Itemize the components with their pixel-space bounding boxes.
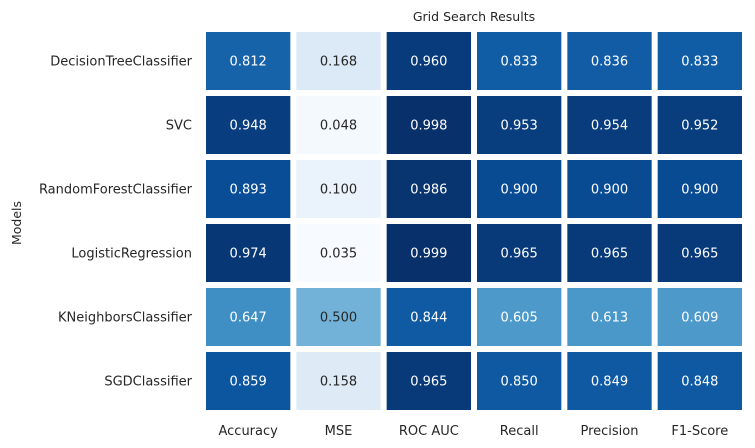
cell-value-label: 0.048	[320, 119, 357, 134]
heatmap-cell	[567, 352, 652, 410]
cell-value-label: 0.965	[591, 247, 628, 262]
heatmap-cell	[567, 96, 652, 154]
y-axis-label: Models	[9, 201, 24, 245]
cell-value-label: 0.850	[501, 375, 538, 390]
heatmap-cell	[386, 288, 471, 346]
cell-value-label: 0.954	[591, 119, 628, 134]
heatmap-cell	[567, 32, 652, 90]
cell-value-label: 0.965	[410, 375, 447, 390]
heatmap-cell	[567, 288, 652, 346]
cell-value-label: 0.849	[591, 375, 628, 390]
heatmap-cell	[386, 32, 471, 90]
heatmap-cell	[567, 224, 652, 282]
cell-value-label: 0.833	[501, 55, 538, 70]
cell-value-label: 0.605	[501, 311, 538, 326]
heatmap-cell	[386, 96, 471, 154]
column-tick-label: ROC AUC	[399, 424, 459, 439]
row-tick-label: KNeighborsClassifier	[58, 311, 193, 326]
heatmap-cell	[206, 160, 291, 218]
cell-value-label: 0.965	[681, 247, 718, 262]
cell-value-label: 0.900	[501, 183, 538, 198]
cell-value-label: 0.168	[320, 55, 357, 70]
cell-value-label: 0.833	[681, 55, 718, 70]
cell-value-label: 0.812	[230, 55, 267, 70]
heatmap-cell	[657, 96, 742, 154]
cell-value-label: 0.965	[501, 247, 538, 262]
cell-value-label: 0.859	[230, 375, 267, 390]
cell-value-label: 0.998	[410, 119, 447, 134]
heatmap-cell	[657, 224, 742, 282]
heatmap-cell	[477, 96, 562, 154]
row-tick-label: LogisticRegression	[71, 247, 192, 262]
heatmap-cell	[477, 352, 562, 410]
heatmap-cell	[657, 288, 742, 346]
cell-value-label: 0.953	[501, 119, 538, 134]
cell-value-label: 0.986	[410, 183, 447, 198]
heatmap-cell	[296, 160, 381, 218]
heatmap-cell	[296, 32, 381, 90]
cell-value-label: 0.900	[591, 183, 628, 198]
heatmap-cell	[386, 352, 471, 410]
column-labels: Accuracy MSE ROC AUC Recall Precision F1-Scor…	[218, 424, 728, 439]
cell-value-label: 0.999	[410, 247, 447, 262]
column-tick-label: Precision	[580, 424, 638, 439]
cell-value-label: 0.100	[320, 183, 357, 198]
row-labels: DecisionTreeClassifier SVC RandomForestCla…	[39, 55, 193, 390]
heatmap-cell	[206, 224, 291, 282]
heatmap-cell	[657, 160, 742, 218]
cell-value-label: 0.500	[320, 311, 357, 326]
heatmap-cell	[296, 96, 381, 154]
heatmap-cell	[477, 288, 562, 346]
heatmap-cell	[206, 96, 291, 154]
heatmap-cell	[477, 224, 562, 282]
heatmap-cells: 0.812 0.168 0.960 0.833 0.836 0.833 0.948 0.048…	[206, 32, 742, 410]
cell-value-label: 0.848	[681, 375, 718, 390]
column-tick-label: MSE	[325, 424, 353, 439]
cell-value-label: 0.974	[230, 247, 267, 262]
column-tick-label: Recall	[500, 424, 539, 439]
heatmap-cell	[477, 32, 562, 90]
heatmap-cell	[206, 288, 291, 346]
heatmap-cell	[657, 32, 742, 90]
row-tick-label: DecisionTreeClassifier	[50, 55, 192, 70]
row-tick-label: SGDClassifier	[104, 375, 192, 390]
cell-value-label: 0.613	[591, 311, 628, 326]
column-tick-label: F1-Score	[671, 424, 728, 439]
row-tick-label: SVC	[166, 119, 192, 134]
heatmap-cell	[296, 224, 381, 282]
heatmap-cell	[296, 288, 381, 346]
cell-value-label: 0.647	[230, 311, 267, 326]
heatmap-cell	[567, 160, 652, 218]
cell-value-label: 0.035	[320, 247, 357, 262]
heatmap-cell	[477, 160, 562, 218]
heatmap-cell	[206, 32, 291, 90]
heatmap-cell	[296, 352, 381, 410]
cell-value-label: 0.960	[410, 55, 447, 70]
column-tick-label: Accuracy	[218, 424, 278, 439]
cell-value-label: 0.158	[320, 375, 357, 390]
cell-value-label: 0.900	[681, 183, 718, 198]
heatmap-cell	[386, 160, 471, 218]
cell-value-label: 0.952	[681, 119, 718, 134]
cell-value-label: 0.844	[410, 311, 447, 326]
cell-value-label: 0.836	[591, 55, 628, 70]
heatmap-cell	[386, 224, 471, 282]
heatmap-cell	[206, 352, 291, 410]
cell-value-label: 0.609	[681, 311, 718, 326]
cell-value-label: 0.893	[230, 183, 267, 198]
chart-title: Grid Search Results	[413, 9, 535, 24]
cell-value-label: 0.948	[230, 119, 267, 134]
row-tick-label: RandomForestClassifier	[39, 183, 193, 198]
heatmap-cell	[657, 352, 742, 410]
